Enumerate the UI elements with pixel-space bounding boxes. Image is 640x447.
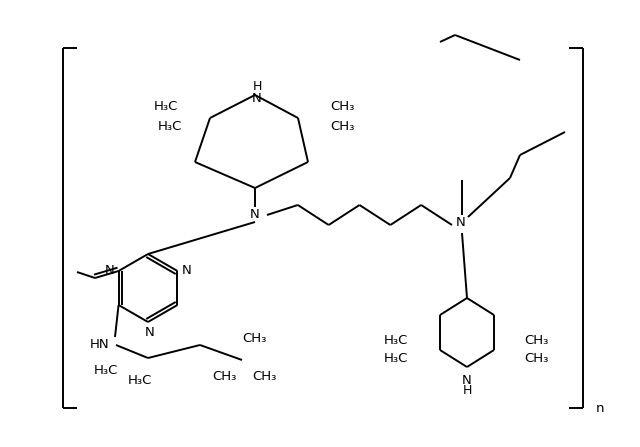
Text: N: N [182,265,191,278]
Text: H₃C: H₃C [157,119,182,132]
Text: n: n [596,401,605,414]
Text: H: H [462,384,472,397]
Text: CH₃: CH₃ [330,119,355,132]
Text: CH₃: CH₃ [252,370,276,383]
Text: CH₃: CH₃ [330,100,355,113]
Text: H₃C: H₃C [93,363,118,376]
Text: N: N [252,93,262,105]
Text: H₃C: H₃C [383,351,408,364]
Text: HN: HN [90,338,110,351]
Text: H₃C: H₃C [154,100,178,113]
Text: CH₃: CH₃ [524,333,548,346]
Text: CH₃: CH₃ [242,332,266,345]
Text: N: N [145,325,155,338]
Text: H₃C: H₃C [128,374,152,387]
Text: N: N [462,375,472,388]
Text: H₃C: H₃C [383,333,408,346]
Text: H: H [252,80,262,93]
Text: CH₃: CH₃ [212,370,236,383]
Text: N: N [105,265,115,278]
Text: CH₃: CH₃ [524,351,548,364]
Text: N: N [456,216,466,229]
Text: N: N [250,208,260,222]
